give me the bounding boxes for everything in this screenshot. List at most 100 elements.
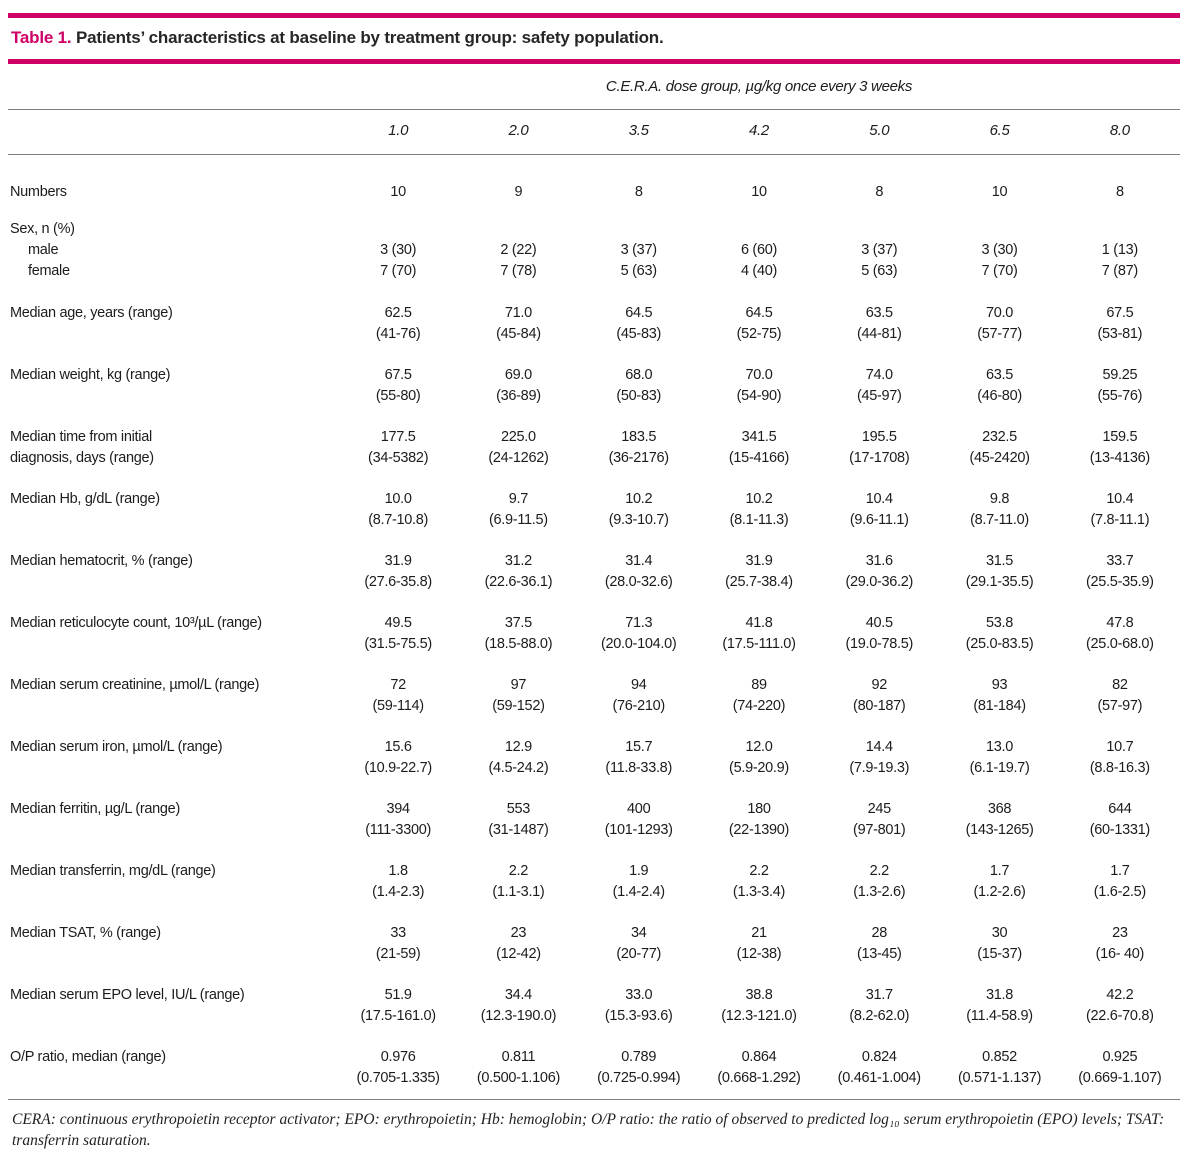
row-label: Sex, n (%) [10, 221, 75, 237]
cell-median-value: 195.5 [861, 429, 897, 445]
table-row: Median age, years (range) 62.5 (41-76) 71.0… [8, 293, 1180, 355]
cell-range-value: (0.725-0.994) [597, 1070, 681, 1086]
data-cell: 31.6 (29.0-36.2) [819, 541, 939, 603]
cell-median-value: 31.8 [986, 987, 1014, 1003]
row-label: Median hematocrit, % (range) [10, 553, 193, 569]
empty-corner-cell [8, 64, 338, 110]
cell-range-value: (8.8-16.3) [1089, 760, 1150, 776]
data-cell: 10.4 (7.8-11.1) [1060, 479, 1180, 541]
data-cell: 9 [458, 155, 578, 210]
cell-median-value: 2.2 [869, 863, 890, 879]
data-cell: 21 (12-38) [699, 913, 819, 975]
table-header: C.E.R.A. dose group, µg/kg once every 3 … [8, 64, 1180, 155]
cell-median-value: 33 [390, 925, 406, 941]
data-cell: 195.5 (17-1708) [819, 417, 939, 479]
cell-range-value: (8.7-10.8) [368, 512, 429, 528]
cell-range-value: (45-2420) [969, 450, 1030, 466]
data-cell: 40.5 (19.0-78.5) [819, 603, 939, 665]
dose-values-row: 1.0 2.0 3.5 4.2 5.0 6.5 8.0 [8, 109, 1180, 155]
cell-range-value: (76-210) [612, 698, 665, 714]
data-cell: 53.8 (25.0-83.5) [939, 603, 1059, 665]
data-cell: 94 (76-210) [579, 665, 699, 727]
cell-range-value: (45-84) [496, 326, 541, 342]
cell-range-value: (12.3-121.0) [721, 1008, 797, 1024]
cell-median-value: 10 [751, 184, 767, 200]
table-row: Median Hb, g/dL (range) 10.0 (8.7-10.8) 9.7… [8, 479, 1180, 541]
table-footnote: CERA: continuous erythropoietin receptor… [12, 1111, 1165, 1149]
title-bottom-accent-rule [8, 59, 1180, 64]
data-cell: 13.0 (6.1-19.7) [939, 727, 1059, 789]
data-cell: 1.9 (1.4-2.4) [579, 851, 699, 913]
cell-range-value: (25.5-35.9) [1086, 574, 1154, 590]
cell-range-value: (0.705-1.335) [356, 1070, 440, 1086]
cell-median-value: 59.25 [1102, 367, 1138, 383]
cell-value: 1 (13) [1101, 242, 1138, 258]
cell-value: 3 (30) [981, 242, 1018, 258]
cell-median-value: 89 [751, 677, 767, 693]
cell-range-value: (1.4-2.3) [372, 884, 425, 900]
data-cell: 93 (81-184) [939, 665, 1059, 727]
cell-range-value: (8.1-11.3) [729, 512, 789, 528]
row-label: Median time from initial diagnosis, days… [10, 429, 154, 466]
cell-median-value: 31.7 [865, 987, 893, 1003]
table-row: Median serum EPO level, IU/L (range) 51.9… [8, 975, 1180, 1037]
cell-range-value: (29.1-35.5) [965, 574, 1034, 590]
cell-median-value: 31.4 [625, 553, 653, 569]
data-cell: 9.8 (8.7-11.0) [939, 479, 1059, 541]
cell-median-value: 92 [871, 677, 888, 693]
cell-median-value: 38.8 [745, 987, 773, 1003]
row-label: Median TSAT, % (range) [10, 925, 161, 941]
dose-column-header: 6.5 [939, 109, 1060, 155]
cell-median-value: 53.8 [986, 615, 1014, 631]
cell-median-value: 31.2 [504, 553, 532, 569]
data-cell: 10.7 (8.8-16.3) [1060, 727, 1180, 789]
cell-median-value: 9.7 [508, 491, 529, 507]
table-row: Median weight, kg (range) 67.5 (55-80) 69.0… [8, 355, 1180, 417]
cell-median-value: 63.5 [865, 305, 893, 321]
table-row: Median time from initial diagnosis, days… [8, 417, 1180, 479]
cell-median-value: 51.9 [384, 987, 412, 1003]
row-label: O/P ratio, median (range) [8, 1037, 338, 1100]
cell-median-value: 1.9 [629, 863, 649, 879]
cell-value: 7 (87) [1101, 263, 1138, 279]
cell-median-value: 177.5 [380, 429, 416, 445]
cell-median-value: 67.5 [384, 367, 412, 383]
cell-range-value: (44-81) [856, 326, 902, 342]
data-cell: 10.0 (8.7-10.8) [338, 479, 458, 541]
cell-median-value: 69.0 [504, 367, 532, 383]
cell-range-value: (22-1390) [728, 822, 790, 838]
data-cell: 225.0 (24-1262) [458, 417, 578, 479]
data-cell: 63.5 (46-80) [939, 355, 1059, 417]
cell-range-value: (15.3-93.6) [604, 1008, 673, 1024]
row-label: Median serum creatinine, µmol/L (range) [10, 677, 260, 693]
cell-median-value: 0.976 [380, 1049, 416, 1065]
data-cell: 31.2 (22.6-36.1) [458, 541, 578, 603]
cell-median-value: 10.0 [384, 491, 412, 507]
cell-median-value: 15.7 [625, 739, 653, 755]
data-cell: 8 [579, 155, 699, 210]
data-cell: 70.0 (57-77) [939, 293, 1059, 355]
cell-range-value: (27.6-35.8) [364, 574, 432, 590]
cell-value: 7 (70) [981, 263, 1018, 279]
cell-range-value: (0.669-1.107) [1078, 1070, 1162, 1086]
cell-range-value: (6.9-11.5) [489, 512, 548, 528]
data-cell: 31.4 (28.0-32.6) [579, 541, 699, 603]
table-row: Median transferrin, mg/dL (range) 1.8 (1.4… [8, 851, 1180, 913]
baseline-characteristics-table: C.E.R.A. dose group, µg/kg once every 3 … [8, 64, 1180, 1100]
cell-median-value: 30 [991, 925, 1008, 941]
data-cell: 33.7 (25.5-35.9) [1060, 541, 1180, 603]
cell-range-value: (13-4136) [1089, 450, 1150, 466]
cell-range-value: (20-77) [616, 946, 662, 962]
dose-column-header: 3.5 [578, 109, 699, 155]
data-cell: 47.8 (25.0-68.0) [1060, 603, 1180, 665]
cell-median-value: 23 [510, 925, 527, 941]
data-cell: 71.0 (45-84) [458, 293, 578, 355]
data-cell: 177.5 (34-5382) [338, 417, 458, 479]
cell-range-value: (5.9-20.9) [729, 760, 789, 776]
cell-median-value: 8 [875, 184, 884, 200]
cell-range-value: (21-59) [375, 946, 421, 962]
cell-range-value: (45-97) [856, 388, 902, 404]
cell-value: 2 (22) [500, 242, 537, 258]
cell-median-value: 63.5 [986, 367, 1014, 383]
cell-range-value: (41-76) [375, 326, 421, 342]
